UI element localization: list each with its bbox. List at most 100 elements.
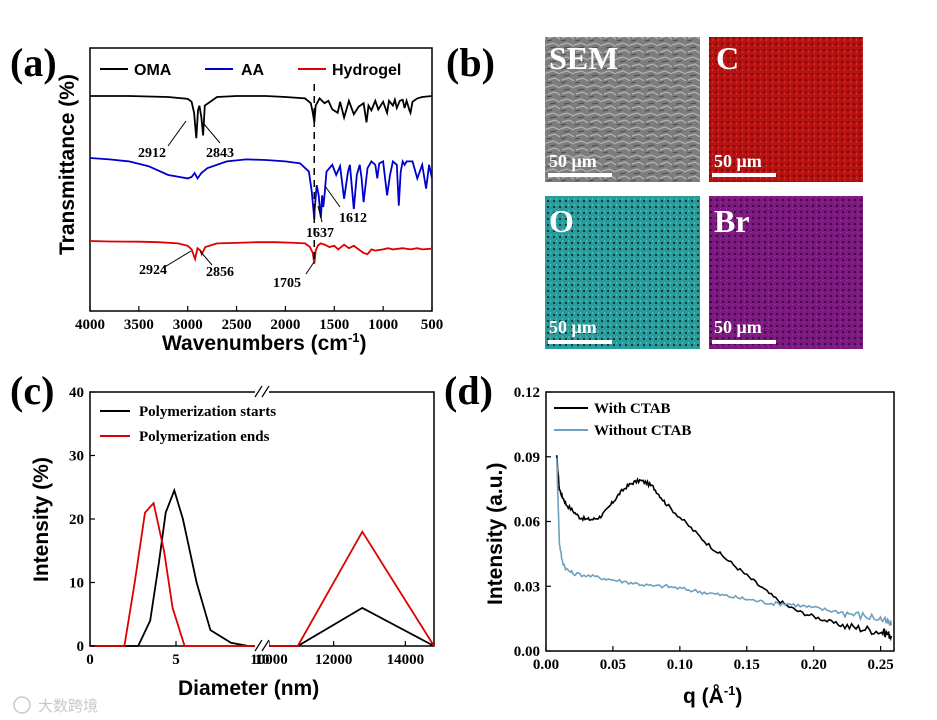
axis-break-top-b [261,385,270,398]
tile-c-scale-text: 50 μm [714,151,762,171]
annot-arrow-2912 [167,120,187,147]
y-tick-label: 0.12 [514,385,540,401]
x-tick-label: 0.20 [801,657,827,673]
tile-c: C 50 μm [709,37,863,182]
panel-a-xlabel-close: ) [360,332,367,355]
panel-a-xlabel-exp: -1 [348,330,360,345]
panel-a-series-group [89,84,433,264]
tile-o-scale-text: 50 μm [549,317,597,337]
series-oma-line [90,95,433,139]
legend-without-ctab-label: Without CTAB [594,423,691,439]
x-tick-label: 2500 [222,317,252,333]
legend-hydrogel-label: Hydrogel [332,62,401,79]
tile-br-scale-bar [712,340,776,344]
axis-break-marks [254,385,270,652]
tile-br-label: Br [714,203,750,239]
series-aa-line [89,157,433,220]
annot-1612: 1612 [339,211,367,226]
panel-c-size-distribution-chart: Polymerization starts Polymerization end… [30,385,435,700]
annot-arrow-1705 [305,261,315,275]
x-tick-label: 1000 [368,317,398,333]
series-polymerization-ends-line [90,501,435,647]
legend-with-ctab-label: With CTAB [594,401,671,417]
annot-2843: 2843 [206,146,234,161]
tile-c-label: C [716,40,739,76]
tile-o: O 50 μm [545,196,700,349]
x-tick-label: 0 [86,652,94,668]
y-tick-label: 30 [69,449,84,465]
series-with-ctab-line [555,455,893,642]
legend-ends-label: Polymerization ends [139,429,270,445]
y-tick-label: 10 [69,576,84,592]
series-polymerization-starts-line [90,487,435,647]
tile-c-image [709,37,863,182]
tile-sem-image [545,37,700,182]
y-tick-label: 0.00 [514,644,540,660]
axis-break-bottom-gap [255,640,269,652]
tile-sem-scale-text: 50 μm [549,151,597,171]
x-tick-label: 0.05 [600,657,626,673]
x-tick-label: 10000 [250,652,288,668]
y-tick-label: 0.06 [514,515,541,531]
watermark-logo-icon [13,696,31,714]
y-tick-label: 0 [77,639,85,655]
series-hydrogel-line [89,240,433,264]
panel-a-annotations: 2912 2843 1612 1637 2924 2856 1705 [138,120,367,291]
x-tick-label: 10 [255,652,270,668]
panel-a-label: (a) [10,40,57,85]
annot-2912: 2912 [138,146,166,161]
y-tick-label: 0.09 [514,450,540,466]
tile-sem: SEM 50 μm [545,37,700,182]
y-tick-label: 40 [69,385,84,401]
x-tick-label: 0.25 [867,657,893,673]
panel-b-image-grid: SEM 50 μm C 50 μm O 50 μm Br 50 μm [545,37,863,349]
annot-2856: 2856 [206,265,234,280]
panel-d-ticks: 0.00 0.03 0.06 0.09 0.12 0.00 0.05 0.10 0.15 0.20… [514,385,894,673]
annot-arrow-1637 [317,205,323,223]
panel-a-frame [89,47,433,312]
x-tick-label: 4000 [75,317,105,333]
annot-arrow-2924 [162,250,192,269]
legend-aa-label: AA [241,62,265,79]
panel-d-xlabel-unit: Å [709,684,724,708]
y-tick-label: 0.03 [514,579,540,595]
annot-1705: 1705 [273,276,301,291]
annot-arrow-2843 [203,123,221,144]
panel-c-label: (c) [10,368,54,413]
panel-c-xlabel: Diameter (nm) [178,677,319,700]
x-tick-label: 0.10 [667,657,693,673]
panel-a-xlabel: Wavenumbers (cm-1) [162,330,367,355]
y-tick-label: 20 [69,512,84,528]
annot-arrow-1612 [324,185,341,208]
x-tick-label: 2000 [270,317,300,333]
panel-d-series-group [555,455,893,642]
x-tick-label: 3500 [124,317,154,333]
panel-d-xlabel-exp: -1 [724,683,736,698]
tile-c-scale-bar [712,173,776,177]
tile-sem-label: SEM [549,40,618,76]
panel-d-xlabel-close: ) [735,685,742,708]
tile-br-scale-text: 50 μm [714,317,762,337]
panel-c-series-group [90,487,435,647]
x-tick-label: 12000 [315,652,353,668]
panel-d-saxs-chart: With CTAB Without CTAB 0.000.030.060.090… [484,385,895,708]
x-tick-label: 0.00 [533,657,559,673]
x-tick-label: 3000 [173,317,203,333]
tile-o-label: O [549,203,574,239]
x-tick-label: 0.15 [734,657,760,673]
x-tick-label: 14000 [387,652,425,668]
x-tick-label: 5 [172,652,180,668]
legend-starts-label: Polymerization starts [139,404,276,420]
axis-break-bottom-a [254,639,263,652]
panel-a-ylabel: Transmittance (%) [56,74,79,255]
tile-sem-scale-bar [548,173,612,177]
tile-o-scale-bar [548,340,612,344]
x-tick-label: 1500 [319,317,349,333]
annot-arrow-2856 [199,250,213,266]
series-without-ctab-line [555,458,893,626]
panel-d-label: (d) [444,368,493,413]
panel-a-ftir-chart: OMA AA Hydrogel 4000 3500 3000 2500 2000 1500… [56,47,443,355]
panel-a-xlabel-main: Wavenumbers (cm [162,332,348,355]
